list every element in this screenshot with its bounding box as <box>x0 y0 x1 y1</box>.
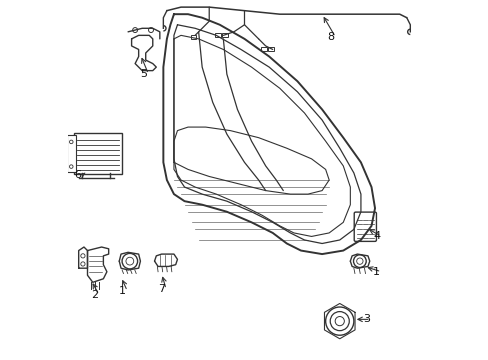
Circle shape <box>132 28 137 32</box>
Circle shape <box>69 140 73 144</box>
FancyBboxPatch shape <box>261 47 266 51</box>
Text: 1: 1 <box>372 267 380 277</box>
Circle shape <box>334 316 344 326</box>
Text: 8: 8 <box>326 32 334 42</box>
Text: 5: 5 <box>140 69 147 79</box>
FancyBboxPatch shape <box>353 212 376 242</box>
Circle shape <box>81 262 85 266</box>
Circle shape <box>148 28 153 32</box>
Circle shape <box>122 253 137 269</box>
Text: 3: 3 <box>362 314 369 324</box>
FancyBboxPatch shape <box>215 33 221 37</box>
Circle shape <box>69 165 73 168</box>
Text: 6: 6 <box>74 170 81 180</box>
Circle shape <box>329 312 348 330</box>
FancyBboxPatch shape <box>74 134 122 174</box>
Circle shape <box>126 257 133 265</box>
Circle shape <box>81 254 85 258</box>
Text: 2: 2 <box>91 290 98 300</box>
Text: 7: 7 <box>158 284 165 294</box>
FancyBboxPatch shape <box>66 135 76 172</box>
Circle shape <box>325 307 353 335</box>
Circle shape <box>353 255 366 267</box>
Text: 1: 1 <box>119 286 126 296</box>
Text: 4: 4 <box>372 231 380 242</box>
FancyBboxPatch shape <box>190 35 196 39</box>
FancyBboxPatch shape <box>267 47 273 51</box>
FancyBboxPatch shape <box>222 33 227 37</box>
Circle shape <box>356 258 362 264</box>
